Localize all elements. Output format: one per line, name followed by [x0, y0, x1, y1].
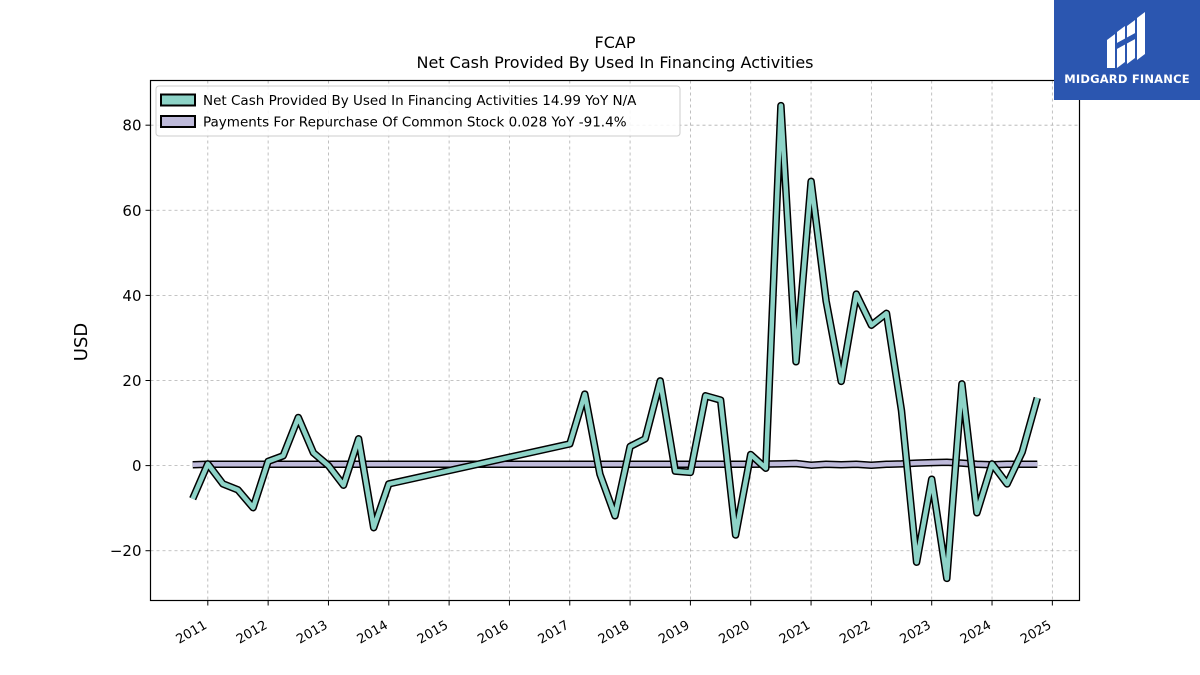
x-tick-label: 2013	[294, 618, 330, 648]
x-tick-label: 2016	[475, 618, 511, 648]
x-tick-label: 2012	[234, 618, 270, 648]
x-tick-label: 2018	[596, 618, 632, 648]
legend-label-repurchase: Payments For Repurchase Of Common Stock …	[203, 115, 627, 131]
y-tick-label: 0	[132, 457, 142, 475]
legend-swatch-net-cash	[160, 93, 196, 107]
y-tick-label: 60	[122, 202, 141, 220]
chart-legend: Net Cash Provided By Used In Financing A…	[155, 85, 681, 137]
y-tick-label: −20	[110, 542, 142, 560]
x-tick-label: 2024	[958, 618, 994, 648]
plot-frame	[149, 79, 1081, 602]
series-line-repurchase	[192, 459, 1038, 468]
chart-subtitle: Net Cash Provided By Used In Financing A…	[416, 53, 813, 72]
chart-title: FCAP	[595, 33, 636, 52]
legend-swatch-repurchase	[160, 115, 196, 128]
legend-label-net-cash: Net Cash Provided By Used In Financing A…	[203, 93, 637, 109]
x-tick-label: 2025	[1018, 618, 1054, 648]
plot-lines	[189, 101, 1041, 583]
midgard-logo-icon	[1107, 12, 1145, 68]
y-tick-label: 40	[122, 287, 141, 305]
series-line-net-cash	[190, 103, 1040, 581]
x-tick-label: 2014	[355, 618, 391, 648]
legend-box	[155, 85, 681, 137]
brand-logo: MIDGARD FINANCE	[1054, 0, 1200, 100]
y-tick-label: 20	[122, 372, 141, 390]
x-tick-label: 2011	[174, 618, 210, 648]
x-axis: 2011 2012 2013 2014 2015 2016 2017 2018 2019 2020…	[174, 600, 1054, 648]
x-tick-label: 2021	[777, 618, 813, 648]
x-tick-label: 2019	[656, 618, 692, 648]
x-tick-label: 2015	[415, 618, 451, 648]
y-tick-label: 80	[122, 117, 141, 135]
x-tick-label: 2022	[837, 618, 873, 648]
x-tick-label: 2023	[898, 618, 934, 648]
x-tick-label: 2017	[536, 618, 572, 648]
y-axis-label: USD	[71, 323, 92, 361]
brand-name: MIDGARD FINANCE	[1064, 72, 1190, 86]
y-axis: −20 0 20 40 60 80	[110, 117, 151, 560]
x-tick-label: 2020	[717, 618, 753, 648]
